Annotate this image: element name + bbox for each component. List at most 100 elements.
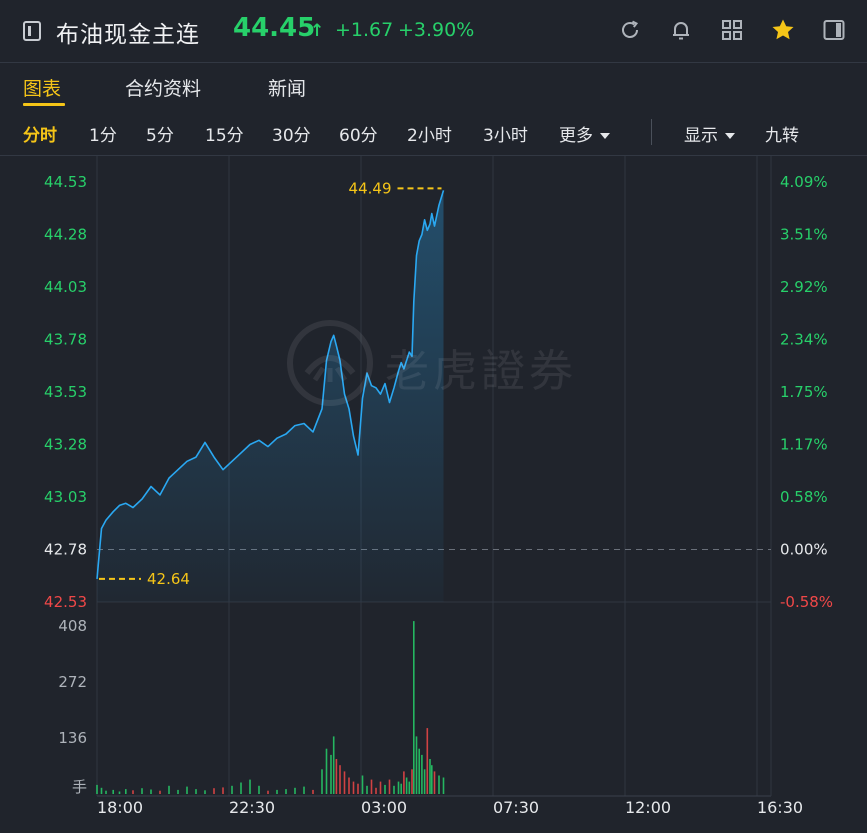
tab-contract-info[interactable]: 合约资料 [125,78,202,100]
volume-bar [438,775,440,794]
volume-bar [231,785,233,794]
period-30min[interactable]: 30分 [272,126,311,146]
volume-bar [258,785,260,794]
more-label: 更多 [559,126,593,146]
percent-tick-label: -0.58% [780,593,833,611]
price-tick-label: 42.78 [44,541,87,559]
price-tick-label: 44.03 [44,278,87,296]
time-tick-label: 16:30 [757,798,803,817]
instrument-title: 布油现金主连 [56,22,200,48]
nine-turn-button[interactable]: 九转 [765,126,799,146]
volume-bar [339,765,341,794]
volume-bar [321,769,323,794]
percent-tick-label: 0.00% [780,541,828,559]
volume-bar [332,736,335,794]
volume-bar [276,789,278,794]
period-toolbar: 分时 1分 5分 15分 30分 60分 2小时 3小时 更多 显示 九转 [0,110,867,156]
refresh-icon[interactable] [617,17,643,43]
tab-news[interactable]: 新闻 [268,78,307,100]
volume-bar [400,783,402,794]
active-tab-indicator [23,103,65,106]
percent-tick-label: 0.58% [780,488,828,506]
volume-tick-label: 136 [58,729,87,747]
period-15min[interactable]: 15分 [205,126,244,146]
time-tick-label: 03:00 [361,798,407,817]
toolbar-divider [651,119,652,145]
volume-bar [431,765,433,794]
up-arrow-icon: ↑ [310,21,325,41]
time-tick-label: 22:30 [229,798,275,817]
volume-bar [357,783,359,794]
volume-bar [408,781,411,794]
last-price: 44.45 [233,13,316,43]
panel-icon[interactable] [821,17,847,43]
volume-bar [423,769,426,794]
volume-bar [418,748,420,794]
volume-bar [348,777,350,794]
volume-bar [352,781,355,794]
volume-bar [413,621,415,794]
percent-tick-label: 2.34% [780,331,828,349]
volume-bar [433,771,436,794]
volume-bar [361,775,364,794]
volume-bar [415,736,418,794]
volume-bar [240,782,242,794]
volume-bar [213,788,215,794]
volume-bar [303,786,305,794]
time-tick-label: 18:00 [97,798,143,817]
high-annotation: 44.49 [349,179,392,197]
volume-bar [285,789,287,794]
star-icon[interactable] [770,17,796,43]
volume-bar [403,771,405,794]
tab-chart[interactable]: 图表 [23,78,62,100]
volume-bar [105,790,107,794]
volume-bar [222,787,224,794]
volume-unit-label: 手 [72,778,87,796]
volume-bar [96,784,98,794]
price-change: +1.67 [335,19,394,41]
volume-bar [388,779,391,794]
volume-bar [168,785,170,794]
low-annotation: 42.64 [147,570,190,588]
price-line [96,190,445,579]
volume-bar [426,728,429,794]
bell-icon[interactable] [668,17,694,43]
volume-bar [249,779,251,794]
volume-bar [343,771,346,794]
volume-bar [384,784,386,794]
percent-tick-label: 1.17% [780,436,828,454]
chevron-down-icon [600,133,610,139]
volume-bar [141,788,143,794]
time-tick-label: 07:30 [493,798,539,817]
volume-bar [267,790,269,794]
sidebar-toggle-icon[interactable] [23,21,41,41]
price-tick-label: 43.78 [44,331,87,349]
volume-tick-label: 408 [58,617,87,635]
intraday-chart[interactable]: 44.53 4.09% 44.28 3.51% 44.03 2.92% 43.78 2.34%… [0,156,867,833]
period-more-dropdown[interactable]: 更多 [559,121,610,146]
header: 布油现金主连 44.45 ↑ +1.67 +3.90% [0,0,867,63]
volume-bar [195,789,197,794]
period-2hour[interactable]: 2小时 [407,126,452,146]
period-1min[interactable]: 1分 [89,126,117,146]
volume-bar [370,779,373,794]
grid-icon[interactable] [719,17,745,43]
volume-bar [330,754,332,794]
volume-bar [379,781,382,794]
volume-bar [118,791,121,794]
volume-bar [177,789,179,794]
period-60min[interactable]: 60分 [339,126,378,146]
volume-bar [294,787,296,794]
period-intraday[interactable]: 分时 [23,126,57,146]
period-3hour[interactable]: 3小时 [483,126,528,146]
display-dropdown[interactable]: 显示 [684,121,735,146]
volume-bar [150,789,152,794]
volume-bar [375,787,377,794]
volume-bar [397,781,400,794]
period-5min[interactable]: 5分 [146,126,174,146]
price-tick-label: 43.03 [44,488,87,506]
volume-bar [132,790,134,794]
time-tick-label: 12:00 [625,798,671,817]
volume-tick-label: 272 [58,673,87,691]
